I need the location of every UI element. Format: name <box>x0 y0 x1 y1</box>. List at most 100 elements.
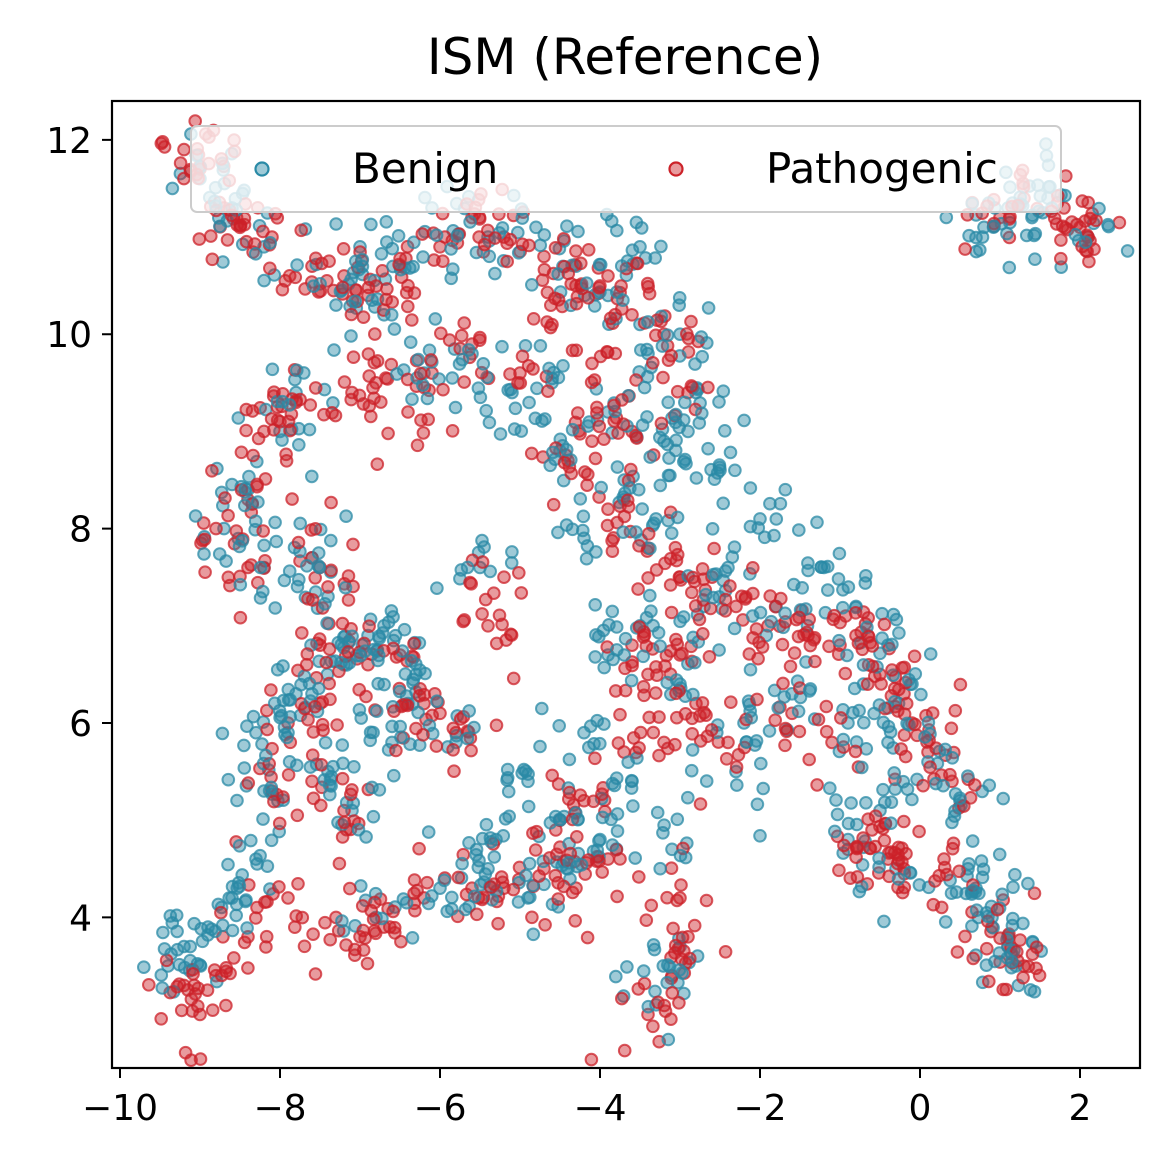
data-point-benign <box>172 957 187 972</box>
data-point-pathogenic <box>532 869 546 883</box>
data-point-benign <box>602 618 616 632</box>
data-point-benign <box>244 833 258 848</box>
data-point-benign <box>195 934 210 949</box>
data-point-benign <box>384 308 399 322</box>
data-point-pathogenic <box>701 380 715 395</box>
data-point-benign <box>268 601 283 615</box>
data-point-benign <box>458 902 473 917</box>
data-point-benign <box>483 831 498 845</box>
data-point-benign <box>686 687 700 702</box>
data-point-pathogenic <box>366 912 381 927</box>
data-point-benign <box>588 650 603 664</box>
data-point-benign <box>391 229 406 243</box>
data-point-pathogenic <box>993 931 1007 946</box>
data-point-pathogenic <box>674 878 688 892</box>
data-point-benign <box>188 509 203 523</box>
data-point-benign <box>771 701 786 715</box>
data-point-pathogenic <box>464 743 478 758</box>
data-point-pathogenic <box>934 900 949 915</box>
data-point-benign <box>629 525 643 539</box>
data-point-pathogenic <box>339 938 353 952</box>
data-point-pathogenic <box>632 741 646 755</box>
data-point-benign <box>727 540 742 555</box>
data-point-benign <box>610 824 625 838</box>
plot-frame <box>110 99 1142 1070</box>
data-point-benign <box>669 673 684 687</box>
data-point-benign <box>664 526 679 541</box>
data-point-pathogenic <box>600 518 615 533</box>
data-point-benign <box>528 411 543 426</box>
data-point-benign <box>579 276 594 291</box>
data-point-benign <box>552 719 567 733</box>
data-point-benign <box>594 480 609 495</box>
data-point-benign <box>969 230 983 245</box>
data-point-benign <box>695 349 710 364</box>
data-point-pathogenic <box>362 619 376 634</box>
data-point-pathogenic <box>341 645 355 659</box>
data-point-benign <box>699 587 713 602</box>
data-point-pathogenic <box>489 718 504 733</box>
data-point-benign <box>858 576 873 590</box>
data-point-benign <box>155 981 170 995</box>
data-point-pathogenic <box>295 626 309 640</box>
data-point-pathogenic <box>775 637 790 652</box>
data-point-pathogenic <box>457 316 472 330</box>
data-point-benign <box>640 342 654 357</box>
data-point-benign <box>323 787 337 802</box>
data-point-pathogenic <box>337 375 352 389</box>
data-point-pathogenic <box>645 642 660 656</box>
data-point-benign <box>762 724 777 738</box>
data-point-benign <box>730 778 744 792</box>
data-point-pathogenic <box>676 841 690 856</box>
data-point-pathogenic <box>446 743 460 757</box>
data-point-pathogenic <box>436 382 450 397</box>
data-point-benign <box>636 964 651 978</box>
data-point-benign <box>841 816 856 831</box>
data-point-pathogenic <box>664 605 679 620</box>
data-point-pathogenic <box>996 982 1011 997</box>
data-point-pathogenic <box>497 570 511 585</box>
data-point-pathogenic <box>763 589 778 603</box>
data-point-benign <box>803 682 818 696</box>
data-point-pathogenic <box>506 882 521 897</box>
data-point-pathogenic <box>632 870 646 884</box>
data-point-pathogenic <box>670 384 685 399</box>
data-point-pathogenic <box>142 978 156 992</box>
data-point-benign <box>420 391 435 406</box>
data-point-pathogenic <box>343 881 357 896</box>
data-point-benign <box>908 667 923 681</box>
data-point-benign <box>322 778 337 792</box>
data-point-benign <box>753 829 767 843</box>
data-point-pathogenic <box>324 495 338 510</box>
data-point-pathogenic <box>966 951 981 966</box>
data-point-pathogenic <box>214 905 228 920</box>
data-point-pathogenic <box>631 582 645 596</box>
data-point-benign <box>533 238 548 253</box>
data-point-benign <box>855 760 869 775</box>
data-point-pathogenic <box>369 279 384 293</box>
data-point-benign <box>962 857 976 871</box>
data-point-benign <box>444 271 459 286</box>
data-point-pathogenic <box>451 870 466 885</box>
data-point-pathogenic <box>590 406 604 420</box>
data-point-benign <box>701 301 716 315</box>
data-point-pathogenic <box>366 381 380 395</box>
data-point-pathogenic <box>178 1045 193 1060</box>
data-point-benign <box>318 735 333 750</box>
x-axis: −10 −8 −6 −4 −2 0 2 <box>82 1068 1091 1129</box>
data-point-benign <box>953 791 967 806</box>
data-point-pathogenic <box>361 347 376 361</box>
data-point-pathogenic <box>1082 254 1096 269</box>
data-point-benign <box>961 769 975 784</box>
data-point-pathogenic <box>239 402 254 417</box>
data-point-pathogenic <box>800 625 814 640</box>
data-point-pathogenic <box>822 639 836 654</box>
data-point-pathogenic <box>946 836 961 851</box>
data-point-pathogenic <box>548 241 563 255</box>
data-point-pathogenic <box>356 397 371 411</box>
data-point-pathogenic <box>303 398 318 412</box>
data-point-pathogenic <box>556 232 571 246</box>
data-point-pathogenic <box>668 737 682 752</box>
data-point-benign <box>562 752 577 767</box>
